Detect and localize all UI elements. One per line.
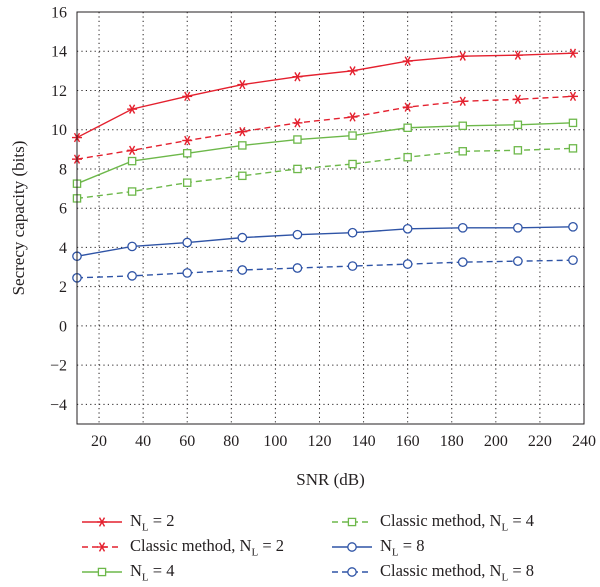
data-point [402,56,413,66]
data-point [182,149,192,158]
data-point [238,141,247,150]
y-tick-label: 10 [51,122,67,139]
x-tick-label: 100 [263,433,287,450]
series-line [76,52,574,139]
data-point [457,96,468,106]
data-point [182,268,193,278]
data-point [182,178,192,187]
data-point [292,263,303,273]
data-point [237,79,248,90]
y-tick-label: 14 [51,44,67,61]
data-point [513,222,523,233]
data-point [513,120,523,130]
data-point [403,123,412,133]
x-tick-label: 80 [223,433,239,450]
series-line [76,226,573,257]
data-point [347,261,358,271]
data-point [237,265,248,275]
x-tick-label: 20 [91,433,107,450]
data-point [568,144,578,153]
data-point [347,112,358,122]
series [72,118,578,188]
x-tick-label: 40 [135,433,151,450]
data-point [458,147,468,156]
tick-labels: 20 40 60 80 100 120 140 160 180 200 220 240 −4 −2 0 2 4 6… [50,5,596,451]
plot-frame [76,11,585,425]
data-point [512,94,523,105]
data-point [127,145,138,156]
x-tick-label: 220 [528,433,552,450]
series-line [76,147,574,200]
x-tick-label: 240 [572,433,596,450]
data-point [457,222,468,233]
series [72,48,578,143]
data-point [237,126,248,137]
data-point [457,257,468,267]
y-tick-label: 16 [51,5,67,22]
series-line [76,259,573,279]
data-point [238,171,247,181]
data-point [402,259,413,269]
y-tick-label: −4 [50,397,67,414]
data-point [458,121,468,131]
y-tick-label: 2 [59,279,67,296]
x-tick-label: 120 [307,433,331,450]
series [72,144,578,203]
data-point [568,255,578,266]
y-tick-label: 0 [59,318,67,335]
data-point [512,50,523,60]
data-point [513,146,523,155]
data-point [568,118,578,128]
data-point [402,102,413,112]
grid-lines [77,12,584,424]
data-point [347,227,358,238]
series [72,255,578,283]
data-point [292,118,303,128]
y-tick-label: 6 [59,201,67,218]
data-point [127,241,137,252]
x-tick-label: 140 [352,433,376,450]
data-point [127,271,137,281]
data-point [403,152,412,162]
data-point [293,135,302,144]
data-point [127,156,137,166]
data-point [567,91,578,102]
data-point [348,131,357,140]
data-point [292,72,303,82]
data-point [513,256,523,267]
x-tick-label: 180 [440,433,464,450]
data-point [127,187,137,196]
data-point [182,91,193,102]
x-axis-label: SNR (dB) [296,470,364,489]
y-tick-label: −2 [50,358,67,375]
data-point [567,48,578,58]
data-point [347,66,358,76]
series-line [76,122,574,185]
data-point [237,232,248,243]
data-point [457,51,468,61]
data-point [568,221,578,232]
y-tick-label: 8 [59,161,67,178]
y-tick-label: 12 [51,83,67,100]
series-line [76,95,574,160]
data-point [127,104,138,114]
data-point [293,164,302,174]
data-point [348,159,357,169]
series [72,221,578,262]
x-tick-label: 200 [484,433,508,450]
data-point [182,237,193,248]
x-tick-label: 160 [396,433,420,450]
data-point [402,223,413,234]
data-point [292,229,303,240]
y-tick-label: 4 [59,240,67,257]
data-point [182,135,193,146]
series [72,91,578,164]
x-tick-label: 60 [179,433,195,450]
y-axis-label: Secrecy capacity (bits) [9,141,28,296]
